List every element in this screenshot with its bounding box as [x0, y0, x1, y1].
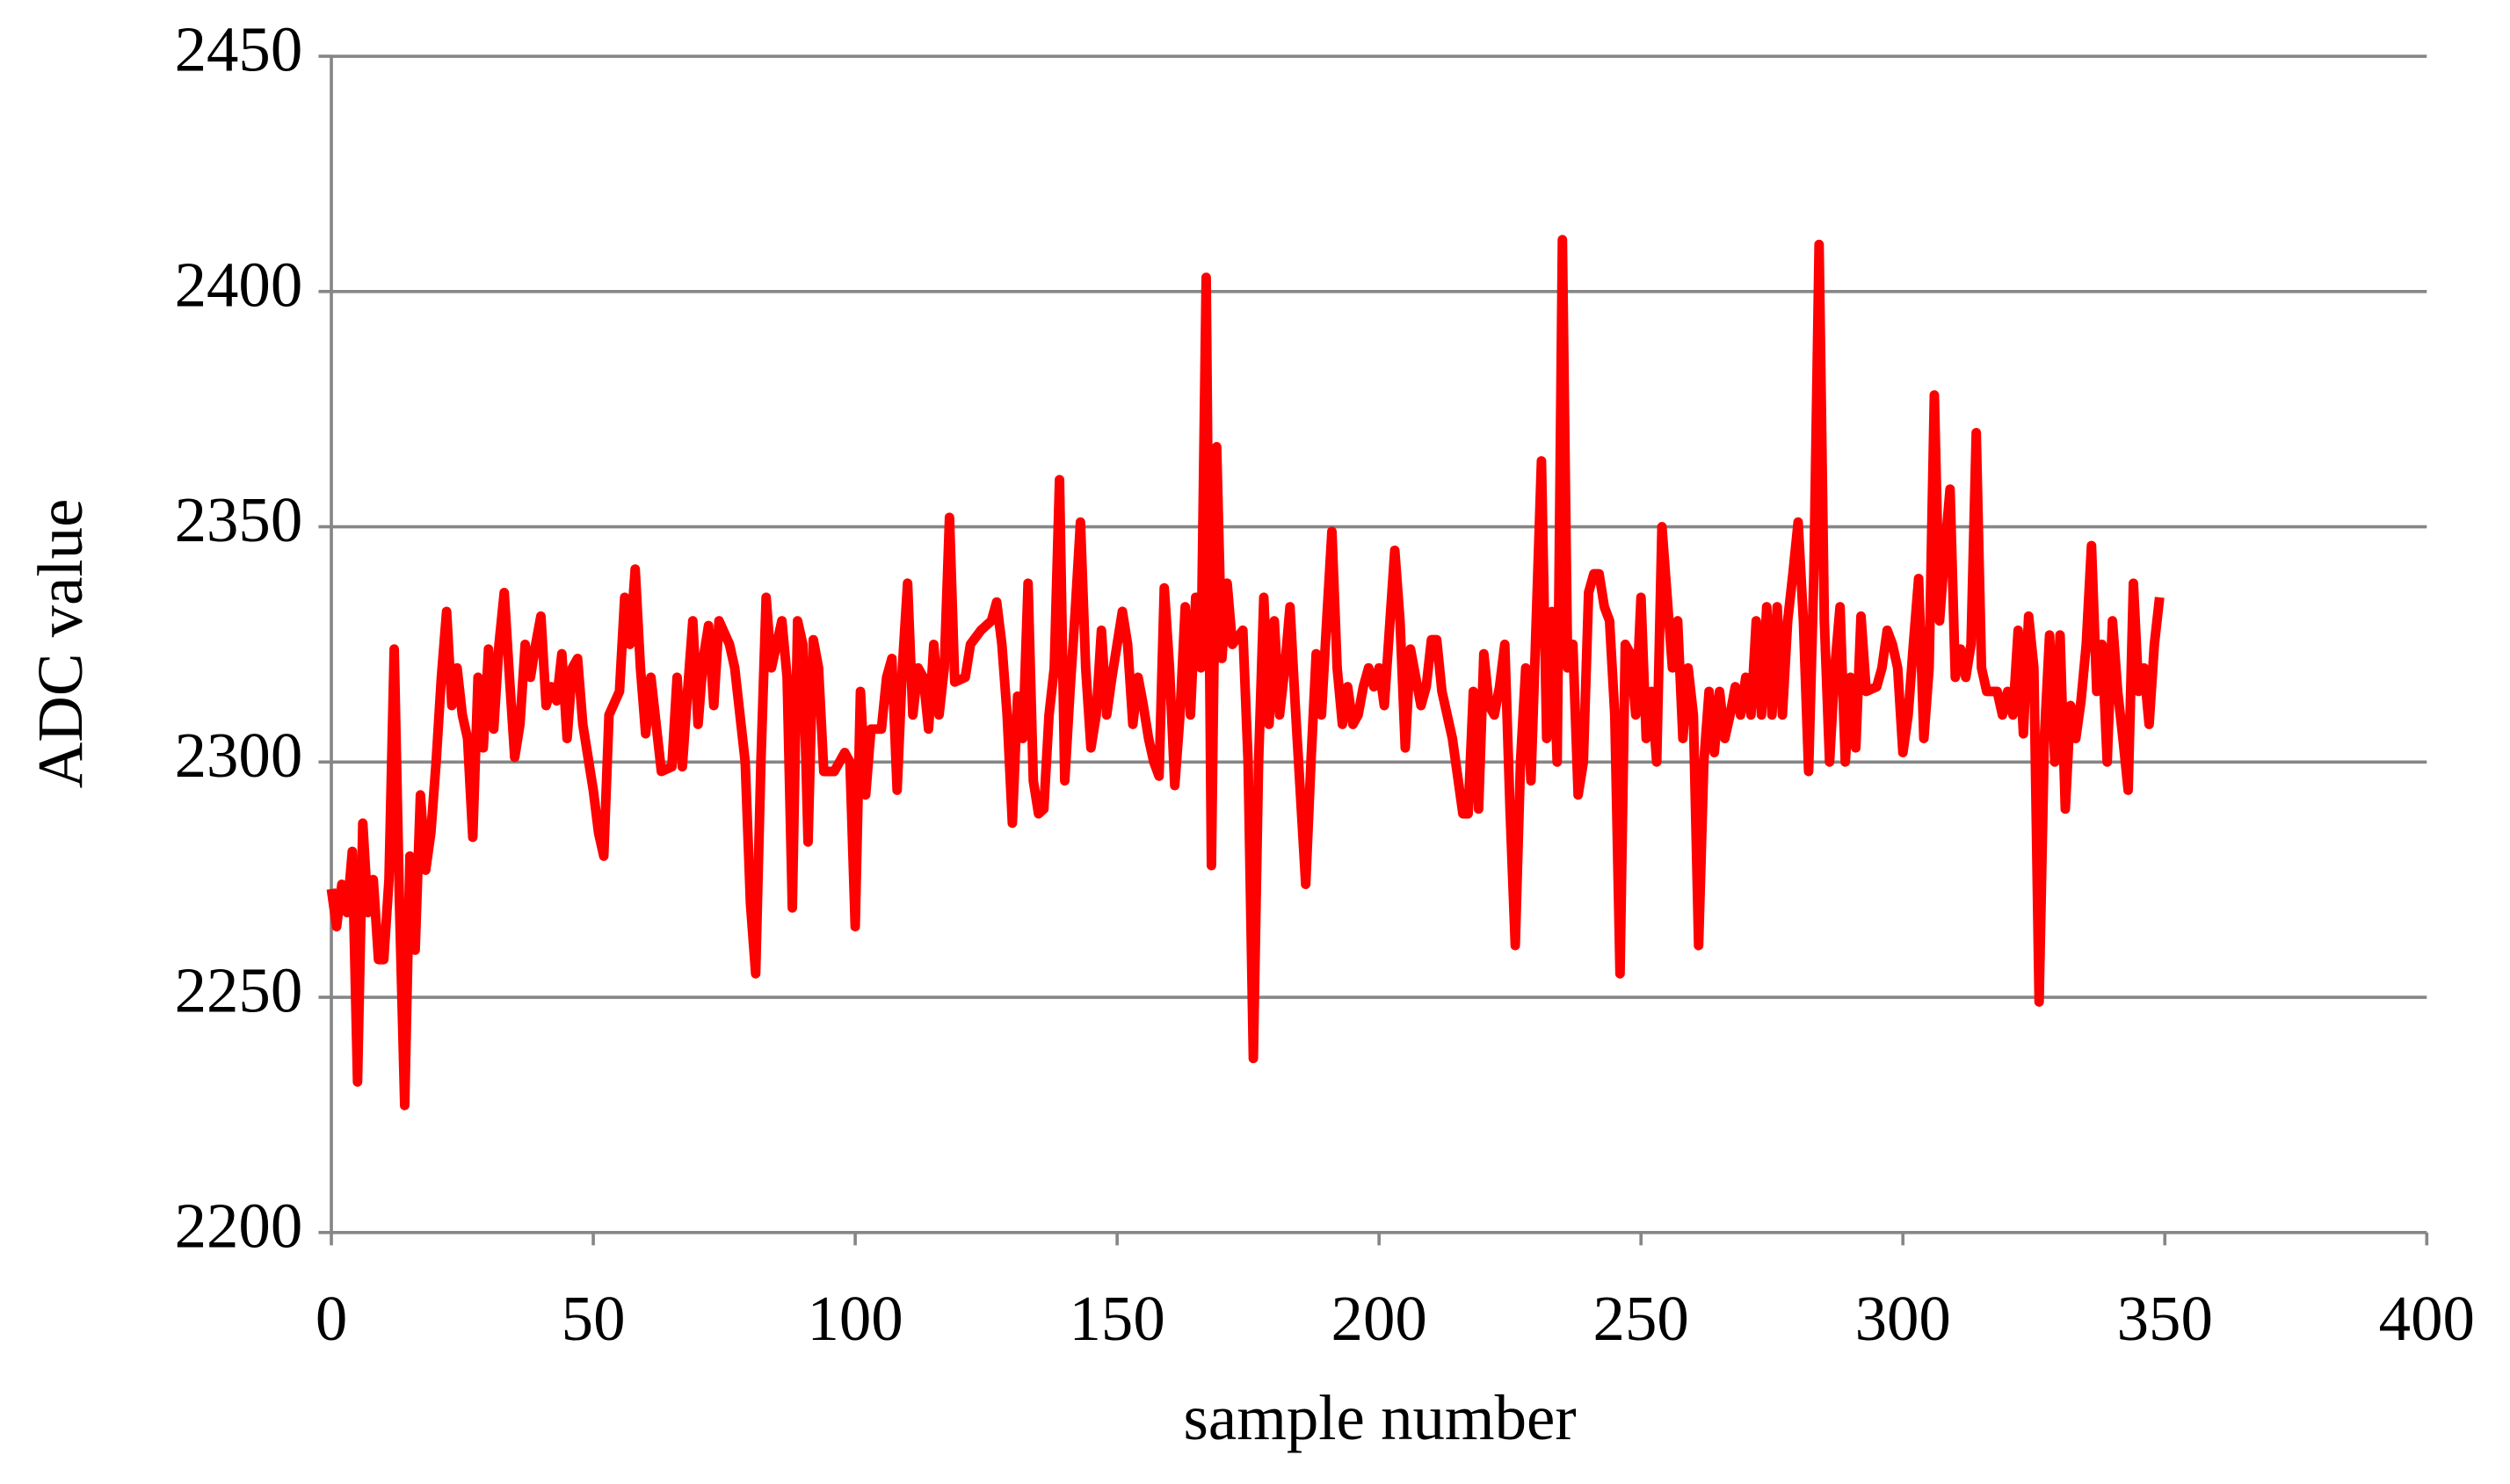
y-tick-label: 2200 [175, 1190, 303, 1261]
x-tick-label: 250 [1593, 1283, 1689, 1354]
x-tick-label: 50 [562, 1283, 626, 1354]
x-tick-label: 0 [316, 1283, 347, 1354]
y-tick-label: 2400 [175, 249, 303, 320]
y-tick-label: 2350 [175, 484, 303, 555]
y-tick-label: 2450 [175, 14, 303, 85]
y-axis-title: ADC value [25, 499, 96, 789]
data-line [326, 235, 2165, 1111]
x-axis-title: sample number [1184, 1382, 1577, 1453]
x-tick-label: 350 [2117, 1283, 2213, 1354]
y-tick-label: 2300 [175, 720, 303, 791]
x-tick-label: 100 [807, 1283, 903, 1354]
x-tick-label: 150 [1069, 1283, 1164, 1354]
x-tick-label: 300 [1855, 1283, 1951, 1354]
x-tick-label: 200 [1331, 1283, 1427, 1354]
y-tick-label: 2250 [175, 955, 303, 1026]
x-tick-label: 400 [2379, 1283, 2475, 1354]
